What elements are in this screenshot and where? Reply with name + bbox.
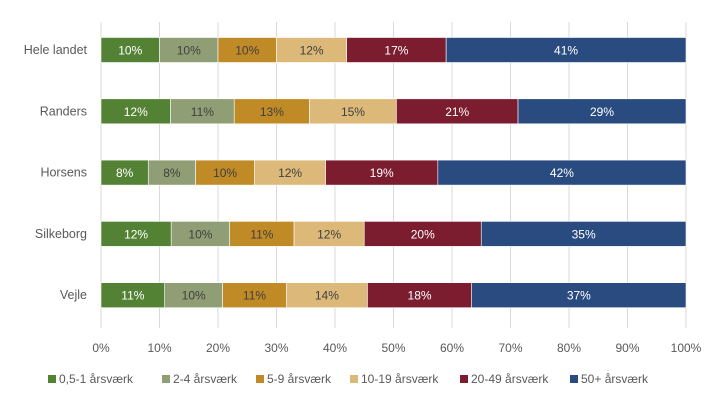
data-label: 18% [408,289,432,303]
y-category-label: Horsens [40,166,87,180]
x-tick-label: 50% [381,341,405,355]
data-label: 20% [411,227,435,241]
bar-segment [293,221,365,247]
data-label: 35% [572,227,596,241]
x-tick-label: 60% [440,341,464,355]
legend-label: 0,5-1 årsværk [59,372,134,386]
bar-segment [276,37,347,63]
legend-swatch [350,375,358,383]
legend-swatch [48,375,56,383]
x-tick-label: 90% [615,341,639,355]
legend-label: 2-4 årsværk [173,372,238,386]
x-tick-label: 80% [557,341,581,355]
legend-label: 5-9 årsværk [267,372,332,386]
bar-segment [325,159,439,186]
bar-segment [445,37,687,63]
bar-segment [170,221,230,247]
legend-label: 20-49 årsværk [471,372,549,386]
data-label: 19% [370,166,394,180]
data-label: 41% [554,44,578,58]
bar-segment [100,37,160,63]
data-label: 11% [243,289,266,303]
data-label: 14% [315,289,339,303]
bar-segment [471,282,687,309]
bar-segment [229,221,295,247]
data-label: 21% [445,105,469,119]
data-label: 10% [235,44,259,58]
x-tick-label: 10% [147,341,171,355]
legend-swatch [256,375,264,383]
bar-segment [367,282,472,309]
x-tick-label: 40% [323,341,347,355]
data-label: 12% [278,166,302,180]
data-label: 10% [182,289,206,303]
data-label: 15% [341,105,365,119]
bar-segment [100,282,166,309]
data-label: 10% [213,166,237,180]
y-category-label: Silkeborg [35,227,87,241]
data-label: 12% [300,44,324,58]
x-tick-label: 100% [671,341,702,355]
bar-segment [233,98,310,125]
data-label: 11% [121,289,144,303]
x-tick-label: 0% [92,341,110,355]
bar-segment [363,221,482,247]
bar-segment [100,221,172,247]
bar-segment [222,282,287,309]
data-label: 42% [550,166,574,180]
data-label: 10% [118,44,142,58]
data-label: 11% [191,105,214,119]
bar-segment [396,98,519,125]
y-category-label: Vejle [60,288,87,302]
bar-segment [100,98,171,125]
data-label: 10% [188,227,212,241]
bar-segment [346,37,447,63]
legend-swatch [570,375,578,383]
data-label: 10% [177,44,201,58]
bar-segment [254,159,326,186]
bar-segment [309,98,397,125]
bar-segment [195,159,255,186]
x-tick-label: 30% [264,341,288,355]
bar-segment [147,159,196,186]
data-label: 13% [260,105,284,119]
data-label: 12% [124,105,148,119]
x-tick-label: 20% [206,341,230,355]
data-label: 8% [116,166,134,180]
bar-segment [164,282,223,309]
legend-label: 50+ årsværk [581,372,649,386]
data-label: 12% [317,227,341,241]
data-label: 11% [250,227,273,241]
bar-segment [159,37,219,63]
y-category-label: Randers [40,104,87,118]
bar-segment [480,221,687,247]
y-category-label: Hele landet [24,43,88,57]
bar-segment [517,98,687,125]
legend-swatch [460,375,468,383]
data-label: 12% [124,227,148,241]
bar-segment [100,159,149,186]
data-label: 37% [567,289,591,303]
legend-swatch [162,375,170,383]
legend-label: 10-19 årsværk [361,372,439,386]
data-label: 17% [384,44,408,58]
x-tick-label: 70% [498,341,522,355]
bar-segment [437,159,687,186]
data-label: 29% [590,105,614,119]
data-label: 8% [163,166,181,180]
